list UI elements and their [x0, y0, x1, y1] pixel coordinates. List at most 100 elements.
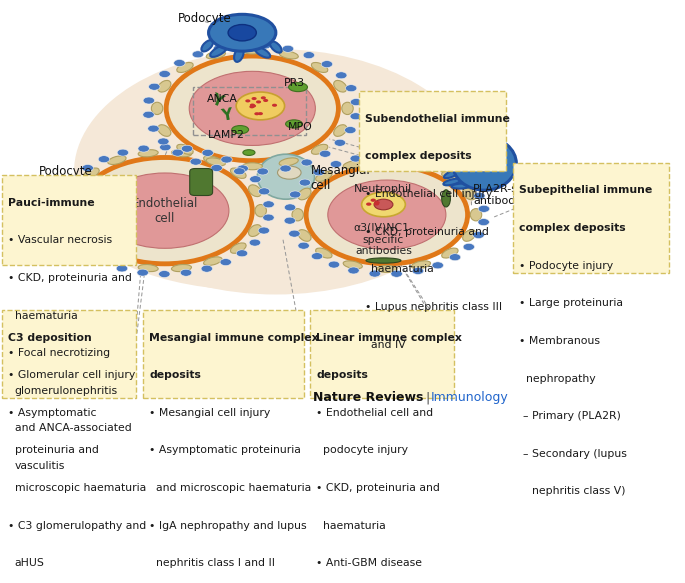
Ellipse shape [138, 265, 158, 272]
Circle shape [60, 187, 71, 194]
Text: aHUS: aHUS [15, 559, 45, 568]
Circle shape [414, 156, 426, 163]
Ellipse shape [255, 205, 266, 217]
Circle shape [374, 202, 379, 206]
Circle shape [236, 250, 248, 257]
Circle shape [55, 213, 67, 220]
Circle shape [319, 150, 331, 157]
Circle shape [350, 99, 362, 106]
Ellipse shape [242, 163, 262, 170]
Text: • Asymptomatic proteinuria: • Asymptomatic proteinuria [149, 445, 301, 455]
Ellipse shape [171, 265, 192, 272]
Circle shape [258, 112, 263, 115]
Text: PR3: PR3 [284, 78, 306, 87]
Text: • Glomerular cell injury: • Glomerular cell injury [8, 370, 136, 380]
Text: and ANCA-associated: and ANCA-associated [15, 423, 132, 433]
Circle shape [369, 270, 380, 277]
Text: • Lupus nephritis class III: • Lupus nephritis class III [364, 302, 502, 312]
Circle shape [260, 42, 271, 49]
Circle shape [345, 127, 356, 134]
Text: proteinuria and: proteinuria and [15, 445, 99, 455]
Circle shape [350, 155, 362, 162]
Circle shape [138, 145, 149, 152]
Circle shape [290, 191, 301, 198]
Text: • Focal necrotizing: • Focal necrotizing [8, 348, 110, 358]
Circle shape [412, 268, 423, 275]
Circle shape [288, 230, 300, 237]
Ellipse shape [334, 80, 347, 92]
Circle shape [299, 179, 310, 186]
Text: Mesangial immune complex: Mesangial immune complex [149, 332, 319, 343]
Text: and IV: and IV [371, 340, 406, 350]
Circle shape [375, 201, 379, 204]
Ellipse shape [206, 51, 225, 59]
Ellipse shape [462, 188, 476, 200]
Text: Y: Y [210, 92, 225, 110]
Ellipse shape [255, 47, 270, 58]
Circle shape [451, 170, 462, 177]
Ellipse shape [342, 102, 353, 114]
Text: and microscopic haematuria: and microscopic haematuria [156, 483, 312, 493]
Ellipse shape [151, 102, 163, 114]
FancyBboxPatch shape [310, 310, 454, 398]
Circle shape [250, 104, 255, 107]
Ellipse shape [249, 185, 261, 196]
Ellipse shape [472, 152, 497, 171]
Ellipse shape [230, 168, 246, 178]
Circle shape [263, 99, 269, 102]
Circle shape [68, 238, 80, 245]
Circle shape [334, 139, 346, 146]
Circle shape [249, 106, 254, 108]
Text: • Podocyte injury: • Podocyte injury [519, 261, 614, 271]
Text: • Asymptomatic: • Asymptomatic [8, 408, 97, 418]
Circle shape [473, 192, 485, 199]
Circle shape [261, 96, 266, 99]
Circle shape [350, 113, 362, 120]
Text: Podocyte
foot
process: Podocyte foot process [39, 164, 92, 208]
Circle shape [82, 164, 93, 171]
Circle shape [148, 125, 159, 132]
Circle shape [143, 97, 155, 104]
Ellipse shape [177, 62, 193, 72]
Circle shape [172, 149, 184, 156]
Circle shape [366, 202, 371, 206]
Ellipse shape [236, 92, 284, 120]
Circle shape [464, 180, 476, 187]
Circle shape [169, 57, 336, 160]
Ellipse shape [177, 145, 193, 154]
Ellipse shape [462, 230, 476, 241]
Ellipse shape [377, 157, 397, 164]
Ellipse shape [243, 150, 255, 156]
Ellipse shape [108, 156, 126, 164]
Ellipse shape [442, 248, 458, 258]
Circle shape [463, 244, 475, 250]
Text: vasculitis: vasculitis [15, 461, 65, 471]
Ellipse shape [279, 158, 298, 166]
Ellipse shape [74, 49, 477, 294]
Ellipse shape [453, 137, 516, 190]
Text: podocyte injury: podocyte injury [323, 445, 408, 455]
Ellipse shape [440, 146, 449, 157]
Circle shape [258, 227, 270, 234]
Ellipse shape [270, 41, 282, 52]
Ellipse shape [206, 158, 225, 166]
Text: Nature Reviews: Nature Reviews [314, 391, 424, 404]
Text: haematuria: haematuria [323, 521, 386, 531]
Text: – Secondary (lupus: – Secondary (lupus [523, 449, 627, 459]
Ellipse shape [228, 24, 256, 41]
Circle shape [301, 159, 312, 166]
Circle shape [192, 51, 203, 58]
FancyBboxPatch shape [143, 310, 304, 398]
Ellipse shape [208, 15, 276, 51]
Circle shape [330, 161, 342, 168]
Circle shape [434, 161, 445, 168]
Text: PLA2R-specific
antibodies: PLA2R-specific antibodies [473, 184, 554, 206]
Circle shape [180, 269, 192, 276]
Ellipse shape [312, 145, 328, 154]
Circle shape [478, 205, 490, 212]
Circle shape [249, 239, 260, 246]
Circle shape [282, 45, 294, 52]
Circle shape [321, 61, 333, 68]
Text: • Mesangial cell injury: • Mesangial cell injury [149, 408, 271, 418]
Ellipse shape [328, 180, 446, 250]
